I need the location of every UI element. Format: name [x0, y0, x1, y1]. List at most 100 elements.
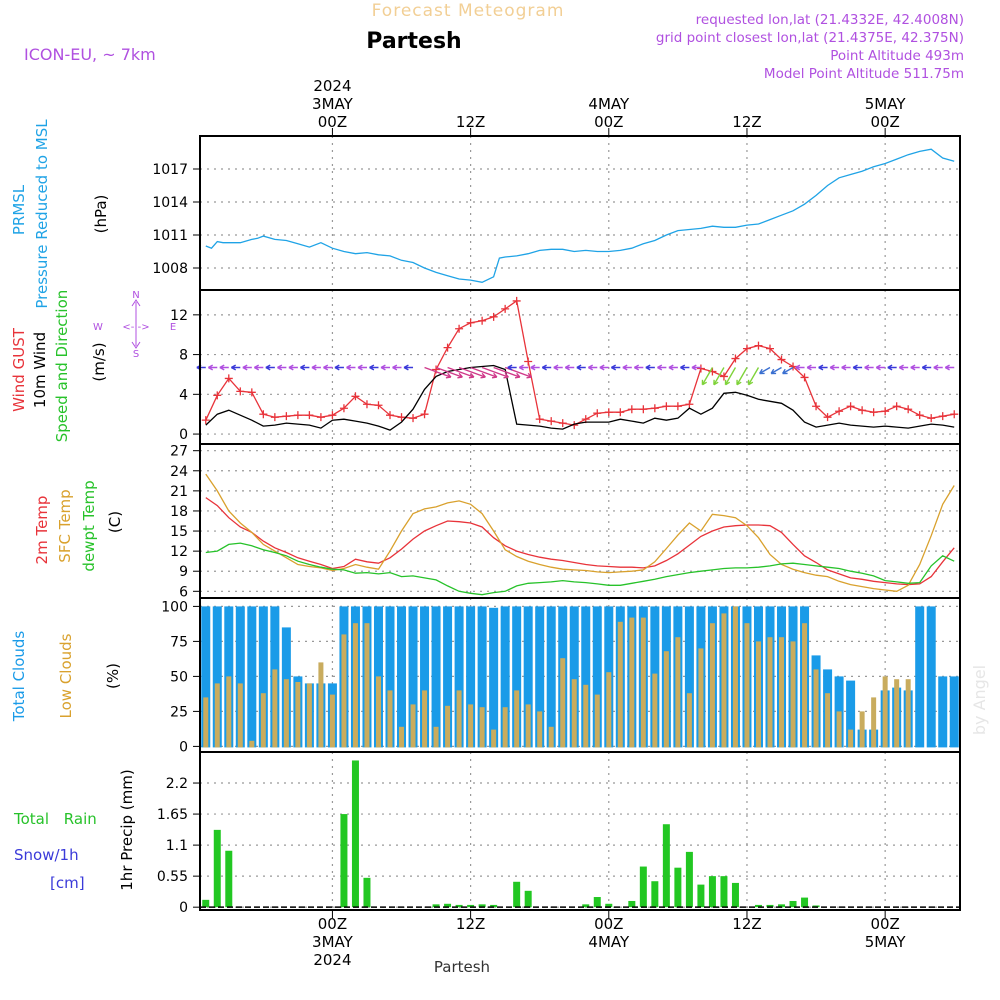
rain-bar: [674, 867, 682, 908]
wind-direction-arrow: [435, 366, 463, 379]
wind-direction-arrow: [392, 364, 402, 371]
sfc-temp-line: [205, 473, 955, 592]
wind-direction-arrow: [470, 366, 498, 379]
wind-direction-arrow: [818, 364, 828, 371]
wind-direction-arrow: [747, 367, 760, 386]
wind-direction-arrow: [265, 364, 275, 371]
wind-direction-arrow: [277, 364, 287, 371]
gust-marker: [904, 405, 913, 414]
total-cloud-bar: [846, 680, 856, 748]
gust-marker: [478, 316, 487, 325]
rain-bar: [513, 881, 521, 908]
ms-unit-label: (m/s): [90, 342, 108, 381]
top-time-label: 5MAY: [865, 95, 907, 113]
total-cloud-bar: [212, 606, 222, 748]
wind-direction-arrow: [770, 366, 782, 375]
gust-marker: [213, 391, 222, 400]
gust-marker: [305, 411, 314, 420]
rain-bar: [812, 905, 820, 908]
wind-direction-arrow: [622, 364, 632, 371]
gust-marker: [247, 388, 256, 397]
rain-bar: [351, 760, 359, 908]
total-cloud-bar: [926, 606, 936, 748]
wind-direction-arrow: [645, 364, 655, 371]
low-cloud-bar: [836, 711, 842, 748]
gust-marker: [362, 400, 371, 409]
wind-direction-arrow: [944, 364, 955, 371]
low-cloud-bar: [318, 662, 324, 748]
panel-frame: [199, 597, 961, 753]
gust-marker: [639, 405, 648, 414]
gust-marker: [316, 413, 325, 422]
total-cloud-bar: [523, 606, 533, 748]
low-cloud-bar: [203, 697, 209, 748]
rain-bar: [651, 881, 659, 908]
wind-direction-arrow: [424, 366, 452, 379]
data-layer: [196, 148, 960, 908]
y-tick-label: 18: [170, 504, 188, 520]
rain-bar: [202, 899, 210, 908]
top-time-label: 00Z: [594, 113, 623, 131]
rain-bar: [639, 866, 647, 908]
gust-marker: [673, 402, 682, 411]
rain-bar: [708, 876, 716, 908]
rain-bar: [697, 884, 705, 908]
low-cloud-bar: [352, 623, 358, 748]
wind-direction-arrow: [242, 364, 252, 371]
low-cloud-bar: [663, 651, 669, 748]
total-cloud-bar: [408, 606, 418, 748]
wind-direction-arrow: [875, 364, 886, 371]
y-tick-label: 12: [170, 544, 188, 560]
gridpoint-coords: grid point closest lon,lat (21.4375E, 42…: [656, 30, 964, 46]
gust-marker: [754, 341, 763, 350]
gust-marker: [466, 318, 475, 327]
total-clouds-label: Total Clouds: [10, 631, 28, 723]
low-cloud-bar: [214, 683, 220, 748]
rain-bar: [731, 882, 739, 908]
y-tick-label: 21: [170, 484, 188, 500]
low-cloud-bar: [859, 711, 865, 748]
low-cloud-bar: [802, 623, 808, 748]
wind-direction-arrow: [759, 366, 771, 375]
wind-direction-arrow: [518, 364, 529, 371]
gust-marker: [259, 410, 268, 419]
low-cloud-bar: [410, 704, 416, 748]
low-cloud-bar: [525, 704, 531, 748]
temp-sfc-label: SFC Temp: [56, 489, 74, 562]
gust-marker: [236, 387, 245, 396]
low-cloud-bar: [375, 676, 381, 748]
rain-bar: [789, 900, 797, 908]
gust-marker: [201, 416, 210, 425]
rain-bar: [766, 904, 774, 908]
wind-direction-arrow: [864, 364, 874, 371]
wind-direction-arrow: [898, 364, 909, 371]
low-cloud-bar: [583, 684, 589, 748]
rain-bar: [363, 877, 371, 908]
y-tick-label: 1011: [152, 228, 188, 244]
gust-marker: [846, 402, 855, 411]
location-title: Partesh: [366, 29, 461, 54]
wind-direction-arrow: [668, 364, 678, 371]
bottom-time-label: 3MAY: [312, 933, 354, 951]
y-tick-label: 100: [161, 599, 188, 615]
gust-marker: [696, 364, 705, 373]
gust-marker: [616, 408, 625, 417]
low-cloud-bar: [698, 648, 704, 748]
low-cloud-bar: [848, 729, 854, 748]
y-tick-label: 75: [170, 634, 188, 650]
wind-direction-arrow: [553, 364, 563, 371]
low-cloud-bar: [422, 690, 428, 748]
wind-direction-arrow: [680, 364, 690, 371]
10m-wind-line: [205, 364, 955, 431]
low-cloud-bar: [744, 623, 750, 748]
gust-marker: [409, 414, 418, 423]
gust-marker: [593, 409, 602, 418]
compass-icon: N S W E <-|->: [93, 290, 176, 360]
wind-direction-arrow: [334, 364, 344, 371]
total-cloud-bar: [454, 606, 464, 748]
total-cloud-bar: [500, 606, 510, 748]
total-cloud-bar: [535, 606, 545, 748]
y-tick-label: 6: [179, 584, 188, 600]
wind-direction-arrow: [633, 364, 644, 371]
low-cloud-bar: [686, 693, 692, 748]
